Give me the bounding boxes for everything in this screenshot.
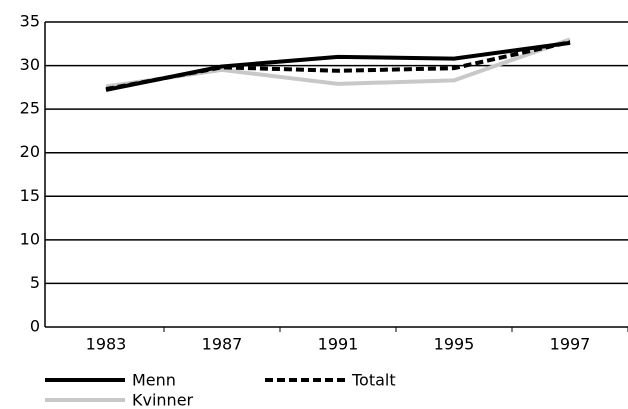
series-line (105, 40, 571, 92)
y-tick-label: 20 (20, 142, 40, 161)
x-tick-label: 1991 (318, 335, 359, 354)
y-tick-label: 5 (30, 273, 40, 292)
y-tick-label: 25 (20, 99, 40, 118)
legend-label: Kvinner (132, 391, 194, 409)
x-tick-label: 1987 (202, 335, 243, 354)
x-tick-label: 1983 (86, 335, 127, 354)
y-tick-label: 35 (20, 12, 40, 31)
y-tick-label: 15 (20, 186, 40, 205)
y-tick-label: 0 (30, 317, 40, 336)
x-tick-label: 1997 (550, 335, 591, 354)
x-tick-label: 1995 (434, 335, 475, 354)
legend-label: Menn (132, 371, 176, 390)
legend-label: Totalt (351, 371, 396, 390)
y-tick-label: 10 (20, 229, 40, 248)
series-line (105, 37, 571, 89)
y-tick-label: 30 (20, 55, 40, 74)
